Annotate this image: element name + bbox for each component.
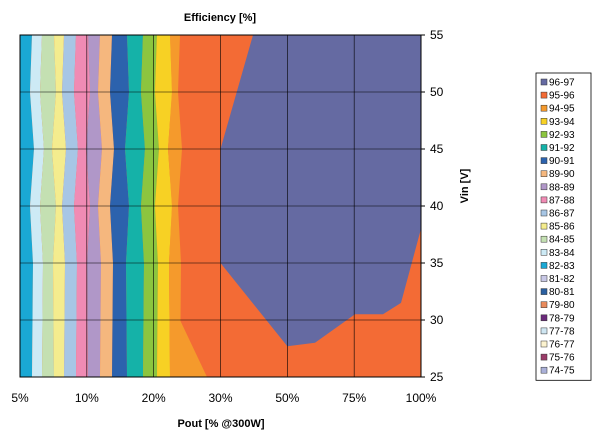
y-tick-label-25: 25 xyxy=(430,370,444,384)
x-tick-label-30-: 30% xyxy=(208,391,232,405)
y-tick-label-45: 45 xyxy=(430,142,444,156)
x-axis: 5% 10% 20% 30% 50% 75% 100% xyxy=(11,391,436,405)
x-tick-label-50-: 50% xyxy=(275,391,299,405)
y-tick-label-30: 30 xyxy=(430,313,444,327)
y-axis-label: Vin [V] xyxy=(459,168,471,203)
legend-label-78-79: 78-79 xyxy=(549,313,575,324)
x-tick-label-5-: 5% xyxy=(11,391,29,405)
y-tick-label-35: 35 xyxy=(430,256,444,270)
legend-swatch-95-96 xyxy=(540,91,548,99)
legend-label-76-77: 76-77 xyxy=(549,340,575,351)
legend-label-94-95: 94-95 xyxy=(549,104,575,115)
legend-swatch-87-88 xyxy=(540,196,548,204)
legend-swatch-77-78 xyxy=(540,327,548,335)
legend-label-82-83: 82-83 xyxy=(549,261,575,272)
x-axis-label: Pout [% @300W] xyxy=(177,418,264,430)
legend-swatch-81-82 xyxy=(540,275,548,282)
legend-label-86-87: 86-87 xyxy=(549,209,575,220)
legend-label-93-94: 93-94 xyxy=(549,117,575,128)
legend-label-79-80: 79-80 xyxy=(549,300,575,311)
legend-label-89-90: 89-90 xyxy=(549,169,575,180)
legend-swatch-83-84 xyxy=(540,249,548,256)
chart-title: Efficiency [%] xyxy=(184,12,256,24)
legend-label-85-86: 85-86 xyxy=(549,222,575,233)
legend-label-83-84: 83-84 xyxy=(549,248,575,259)
y-axis: 25 30 35 40 45 50 55 xyxy=(421,28,444,384)
legend-swatch-86-87 xyxy=(540,209,548,217)
y-tick-label-40: 40 xyxy=(430,199,444,213)
x-tick-label-10-: 10% xyxy=(75,391,99,405)
legend-swatch-80-81 xyxy=(540,288,548,295)
legend-swatch-74-75 xyxy=(540,366,548,374)
legend-label-90-91: 90-91 xyxy=(549,156,575,167)
legend-label-84-85: 84-85 xyxy=(549,235,575,246)
x-tick-label-100-: 100% xyxy=(406,391,437,405)
legend-label-95-96: 95-96 xyxy=(549,91,575,102)
legend-label-92-93: 92-93 xyxy=(549,130,575,141)
legend-swatch-90-91 xyxy=(540,157,548,164)
legend-swatch-94-95 xyxy=(540,104,548,112)
y-tick-label-50: 50 xyxy=(430,85,444,99)
y-tick-label-55: 55 xyxy=(430,28,444,42)
legend-swatch-84-85 xyxy=(540,235,548,243)
legend-swatch-79-80 xyxy=(540,301,548,308)
legend-label-77-78: 77-78 xyxy=(549,326,575,337)
legend-swatch-88-89 xyxy=(540,183,548,191)
legend-label-87-88: 87-88 xyxy=(549,195,575,206)
legend: 96-97 95-96 94-95 93-94 92-93 91-92 90-91 89-90… xyxy=(535,72,592,381)
legend-swatch-96-97 xyxy=(540,78,548,86)
x-tick-label-20-: 20% xyxy=(142,391,166,405)
legend-swatch-78-79 xyxy=(540,314,548,322)
legend-swatch-93-94 xyxy=(540,118,548,125)
legend-label-80-81: 80-81 xyxy=(549,287,575,298)
legend-swatch-91-92 xyxy=(540,144,548,151)
legend-swatch-76-77 xyxy=(540,340,548,348)
legend-swatch-92-93 xyxy=(540,131,548,138)
legend-label-96-97: 96-97 xyxy=(549,78,575,89)
x-tick-label-75-: 75% xyxy=(342,391,366,405)
legend-label-75-76: 75-76 xyxy=(549,353,575,364)
legend-label-81-82: 81-82 xyxy=(549,274,575,285)
gridlines xyxy=(20,35,421,377)
legend-label-74-75: 74-75 xyxy=(549,366,575,377)
legend-label-91-92: 91-92 xyxy=(549,143,575,154)
legend-swatch-85-86 xyxy=(540,222,548,230)
legend-swatch-75-76 xyxy=(540,353,548,361)
legend-swatch-82-83 xyxy=(540,262,548,269)
region-96-97 xyxy=(220,35,421,347)
legend-swatch-89-90 xyxy=(540,170,548,177)
legend-label-88-89: 88-89 xyxy=(549,182,575,193)
